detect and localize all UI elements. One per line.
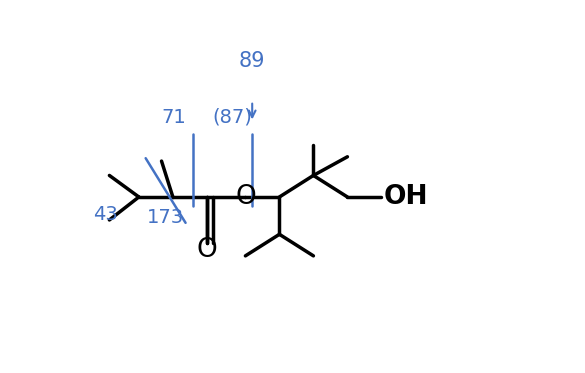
- Text: 89: 89: [239, 51, 266, 70]
- Text: O: O: [197, 237, 217, 263]
- Text: 173: 173: [147, 208, 184, 226]
- Text: 71: 71: [161, 108, 187, 126]
- Text: 43: 43: [93, 205, 118, 224]
- Text: OH: OH: [384, 184, 429, 210]
- Text: O: O: [235, 184, 256, 210]
- Text: (87): (87): [212, 108, 252, 126]
